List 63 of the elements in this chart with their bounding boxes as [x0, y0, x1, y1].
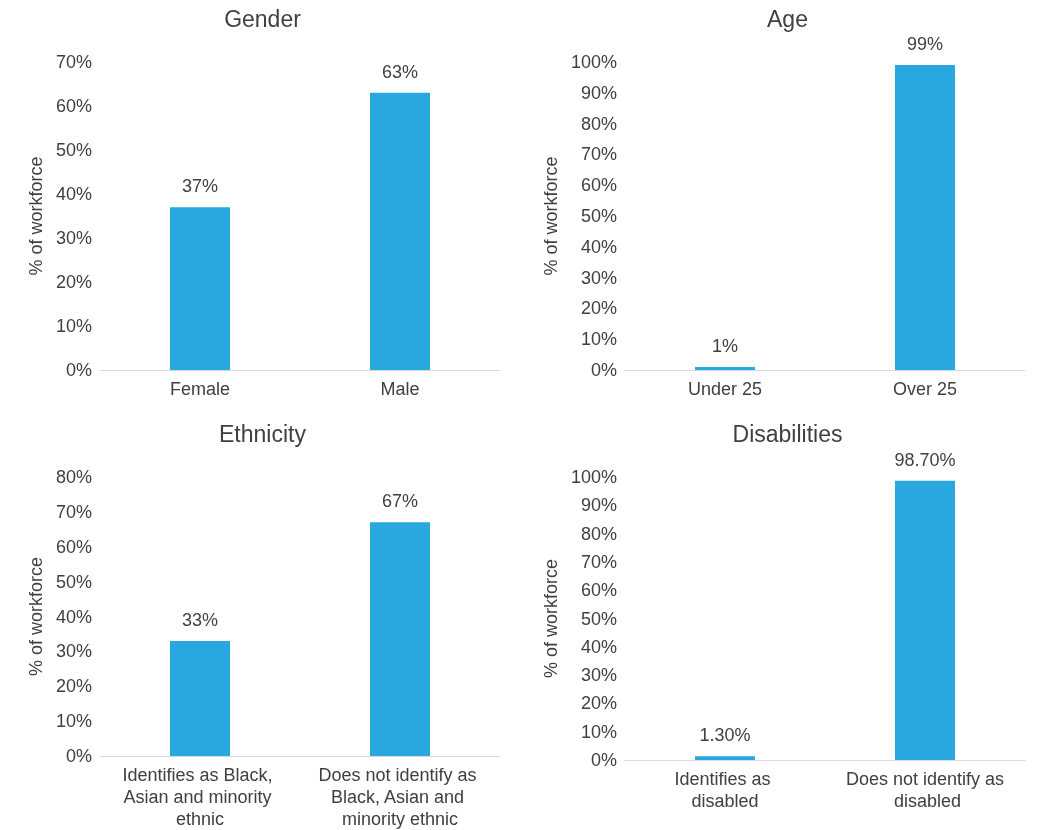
chart-title: Ethnicity [219, 420, 307, 447]
y-tick-label: 30% [55, 641, 92, 662]
y-tick-label: 50% [55, 571, 92, 592]
y-axis-title: % of workforce [26, 556, 46, 677]
y-tick-label: 70% [55, 52, 92, 72]
data-label: 67% [381, 491, 419, 512]
y-tick-label: 0% [65, 360, 92, 380]
y-tick-label: 30% [55, 228, 92, 248]
data-label: 98.70% [894, 449, 956, 470]
y-tick-label: 0% [65, 746, 92, 766]
chart-title: Gender [224, 5, 302, 32]
x-tick-label: Does not identify as disabled [845, 769, 1005, 811]
y-axis-title: % of workforce [26, 156, 46, 276]
y-tick-label: 0% [590, 750, 617, 770]
y-tick-label: 30% [580, 267, 617, 288]
y-tick-label: 80% [580, 523, 617, 544]
data-label: 99% [906, 34, 944, 55]
x-tick-label: Over 25 [892, 379, 958, 399]
y-tick-label: 40% [55, 184, 92, 204]
x-tick-label: Male [380, 379, 420, 399]
y-tick-label: 90% [580, 82, 617, 103]
data-label: 33% [181, 609, 219, 630]
y-tick-label: 20% [55, 272, 92, 292]
y-tick-label: 100% [570, 52, 617, 72]
y-tick-label: 70% [580, 144, 617, 165]
x-tick-label: Identifies as disabled [674, 769, 776, 811]
y-tick-label: 100% [570, 467, 617, 487]
y-tick-label: 70% [55, 501, 92, 522]
y-tick-label: 10% [580, 329, 617, 350]
y-tick-label: 20% [580, 693, 617, 714]
y-tick-label: 60% [55, 536, 92, 557]
y-tick-label: 80% [55, 467, 92, 487]
y-tick-label: 70% [580, 551, 617, 572]
y-tick-label: 60% [580, 175, 617, 196]
y-tick-label: 50% [55, 140, 92, 160]
y-tick-label: 40% [580, 236, 617, 257]
y-tick-label: 50% [580, 608, 617, 629]
y-tick-label: 20% [55, 676, 92, 697]
y-axis-title: % of workforce [541, 558, 562, 679]
y-tick-label: 10% [580, 721, 617, 742]
y-tick-label: 20% [580, 298, 617, 319]
chart-title: Disabilities [732, 420, 843, 447]
y-tick-label: 40% [580, 636, 617, 657]
data-label: 37% [181, 176, 219, 197]
y-tick-label: 60% [55, 96, 92, 116]
y-tick-label: 0% [590, 360, 617, 380]
y-axis-title: % of workforce [541, 156, 562, 276]
y-tick-label: 30% [580, 665, 617, 686]
data-label: 1.30% [699, 725, 751, 746]
y-tick-label: 10% [55, 711, 92, 732]
x-tick-label: Does not identify as Black, Asian and minority ethnic [318, 765, 482, 829]
y-tick-label: 40% [55, 606, 92, 627]
y-tick-label: 90% [580, 495, 617, 516]
x-tick-label: Identifies as Black, Asian and minority ethnic [122, 765, 278, 829]
y-tick-label: 10% [55, 316, 92, 336]
y-tick-label: 80% [580, 113, 617, 134]
x-tick-label: Under 25 [687, 379, 763, 399]
y-tick-label: 60% [580, 580, 617, 601]
x-tick-label: Female [169, 379, 231, 399]
data-label: 63% [381, 61, 419, 82]
y-tick-label: 50% [580, 206, 617, 226]
chart-title: Age [767, 5, 808, 32]
data-label: 1% [711, 335, 739, 356]
